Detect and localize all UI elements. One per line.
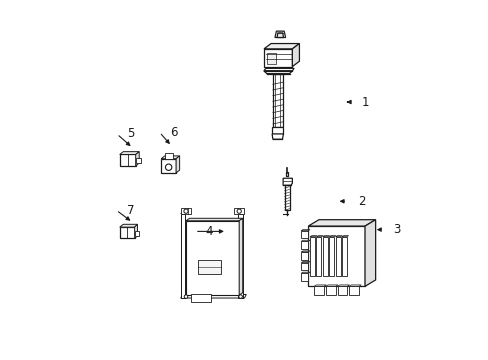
Polygon shape: [301, 241, 307, 249]
Circle shape: [237, 209, 241, 213]
Polygon shape: [161, 159, 176, 173]
Bar: [164, 153, 172, 159]
Text: 6: 6: [170, 126, 177, 139]
Polygon shape: [120, 227, 134, 238]
Polygon shape: [264, 71, 292, 74]
Polygon shape: [181, 208, 191, 214]
Polygon shape: [176, 156, 179, 173]
Polygon shape: [264, 68, 293, 71]
Polygon shape: [301, 261, 309, 262]
Polygon shape: [120, 152, 139, 154]
Polygon shape: [325, 285, 337, 286]
Polygon shape: [301, 231, 307, 238]
Circle shape: [238, 295, 242, 298]
Polygon shape: [301, 273, 307, 281]
Polygon shape: [181, 214, 184, 298]
Polygon shape: [274, 31, 285, 37]
Polygon shape: [301, 240, 309, 241]
Polygon shape: [341, 236, 348, 237]
Polygon shape: [328, 236, 335, 237]
Polygon shape: [348, 285, 361, 286]
Polygon shape: [233, 208, 244, 214]
Polygon shape: [135, 152, 139, 166]
Polygon shape: [307, 220, 375, 226]
Polygon shape: [181, 212, 187, 214]
Text: 3: 3: [392, 223, 400, 236]
Polygon shape: [283, 178, 292, 185]
Polygon shape: [181, 294, 246, 298]
Polygon shape: [313, 286, 324, 295]
Polygon shape: [134, 231, 139, 236]
Polygon shape: [264, 44, 299, 49]
Text: 5: 5: [127, 127, 135, 140]
Polygon shape: [309, 236, 316, 237]
Polygon shape: [364, 220, 375, 286]
Polygon shape: [328, 237, 333, 276]
Polygon shape: [348, 286, 358, 295]
Circle shape: [184, 295, 187, 298]
Bar: [285, 172, 288, 176]
Polygon shape: [325, 286, 335, 295]
Polygon shape: [322, 236, 329, 237]
Polygon shape: [161, 156, 179, 159]
Polygon shape: [337, 285, 349, 286]
Bar: [266, 53, 275, 64]
Polygon shape: [335, 237, 340, 276]
Polygon shape: [301, 252, 307, 260]
Polygon shape: [307, 226, 364, 286]
Polygon shape: [316, 237, 321, 276]
Polygon shape: [301, 272, 309, 273]
Text: 2: 2: [357, 195, 365, 208]
Polygon shape: [341, 237, 346, 276]
Polygon shape: [292, 44, 299, 67]
Polygon shape: [272, 134, 283, 139]
Bar: [198, 260, 221, 274]
Polygon shape: [239, 218, 242, 295]
Polygon shape: [185, 218, 242, 221]
Polygon shape: [238, 214, 242, 298]
Bar: [272, 74, 282, 127]
Polygon shape: [135, 158, 141, 163]
Polygon shape: [134, 224, 137, 238]
Polygon shape: [301, 262, 307, 270]
Polygon shape: [309, 237, 314, 276]
Polygon shape: [185, 221, 239, 295]
Polygon shape: [322, 237, 327, 276]
Polygon shape: [120, 154, 135, 166]
Bar: [191, 294, 210, 302]
Text: 7: 7: [126, 204, 134, 217]
Circle shape: [183, 209, 188, 213]
Bar: [284, 185, 289, 210]
Polygon shape: [337, 286, 347, 295]
Polygon shape: [301, 230, 309, 231]
Polygon shape: [313, 285, 325, 286]
Polygon shape: [277, 33, 283, 37]
Polygon shape: [264, 49, 292, 67]
Polygon shape: [120, 224, 137, 227]
Text: 1: 1: [361, 95, 368, 108]
Polygon shape: [301, 251, 309, 252]
Polygon shape: [272, 127, 283, 134]
Circle shape: [165, 164, 171, 170]
Text: 4: 4: [205, 225, 213, 238]
Polygon shape: [335, 236, 342, 237]
Polygon shape: [316, 236, 323, 237]
